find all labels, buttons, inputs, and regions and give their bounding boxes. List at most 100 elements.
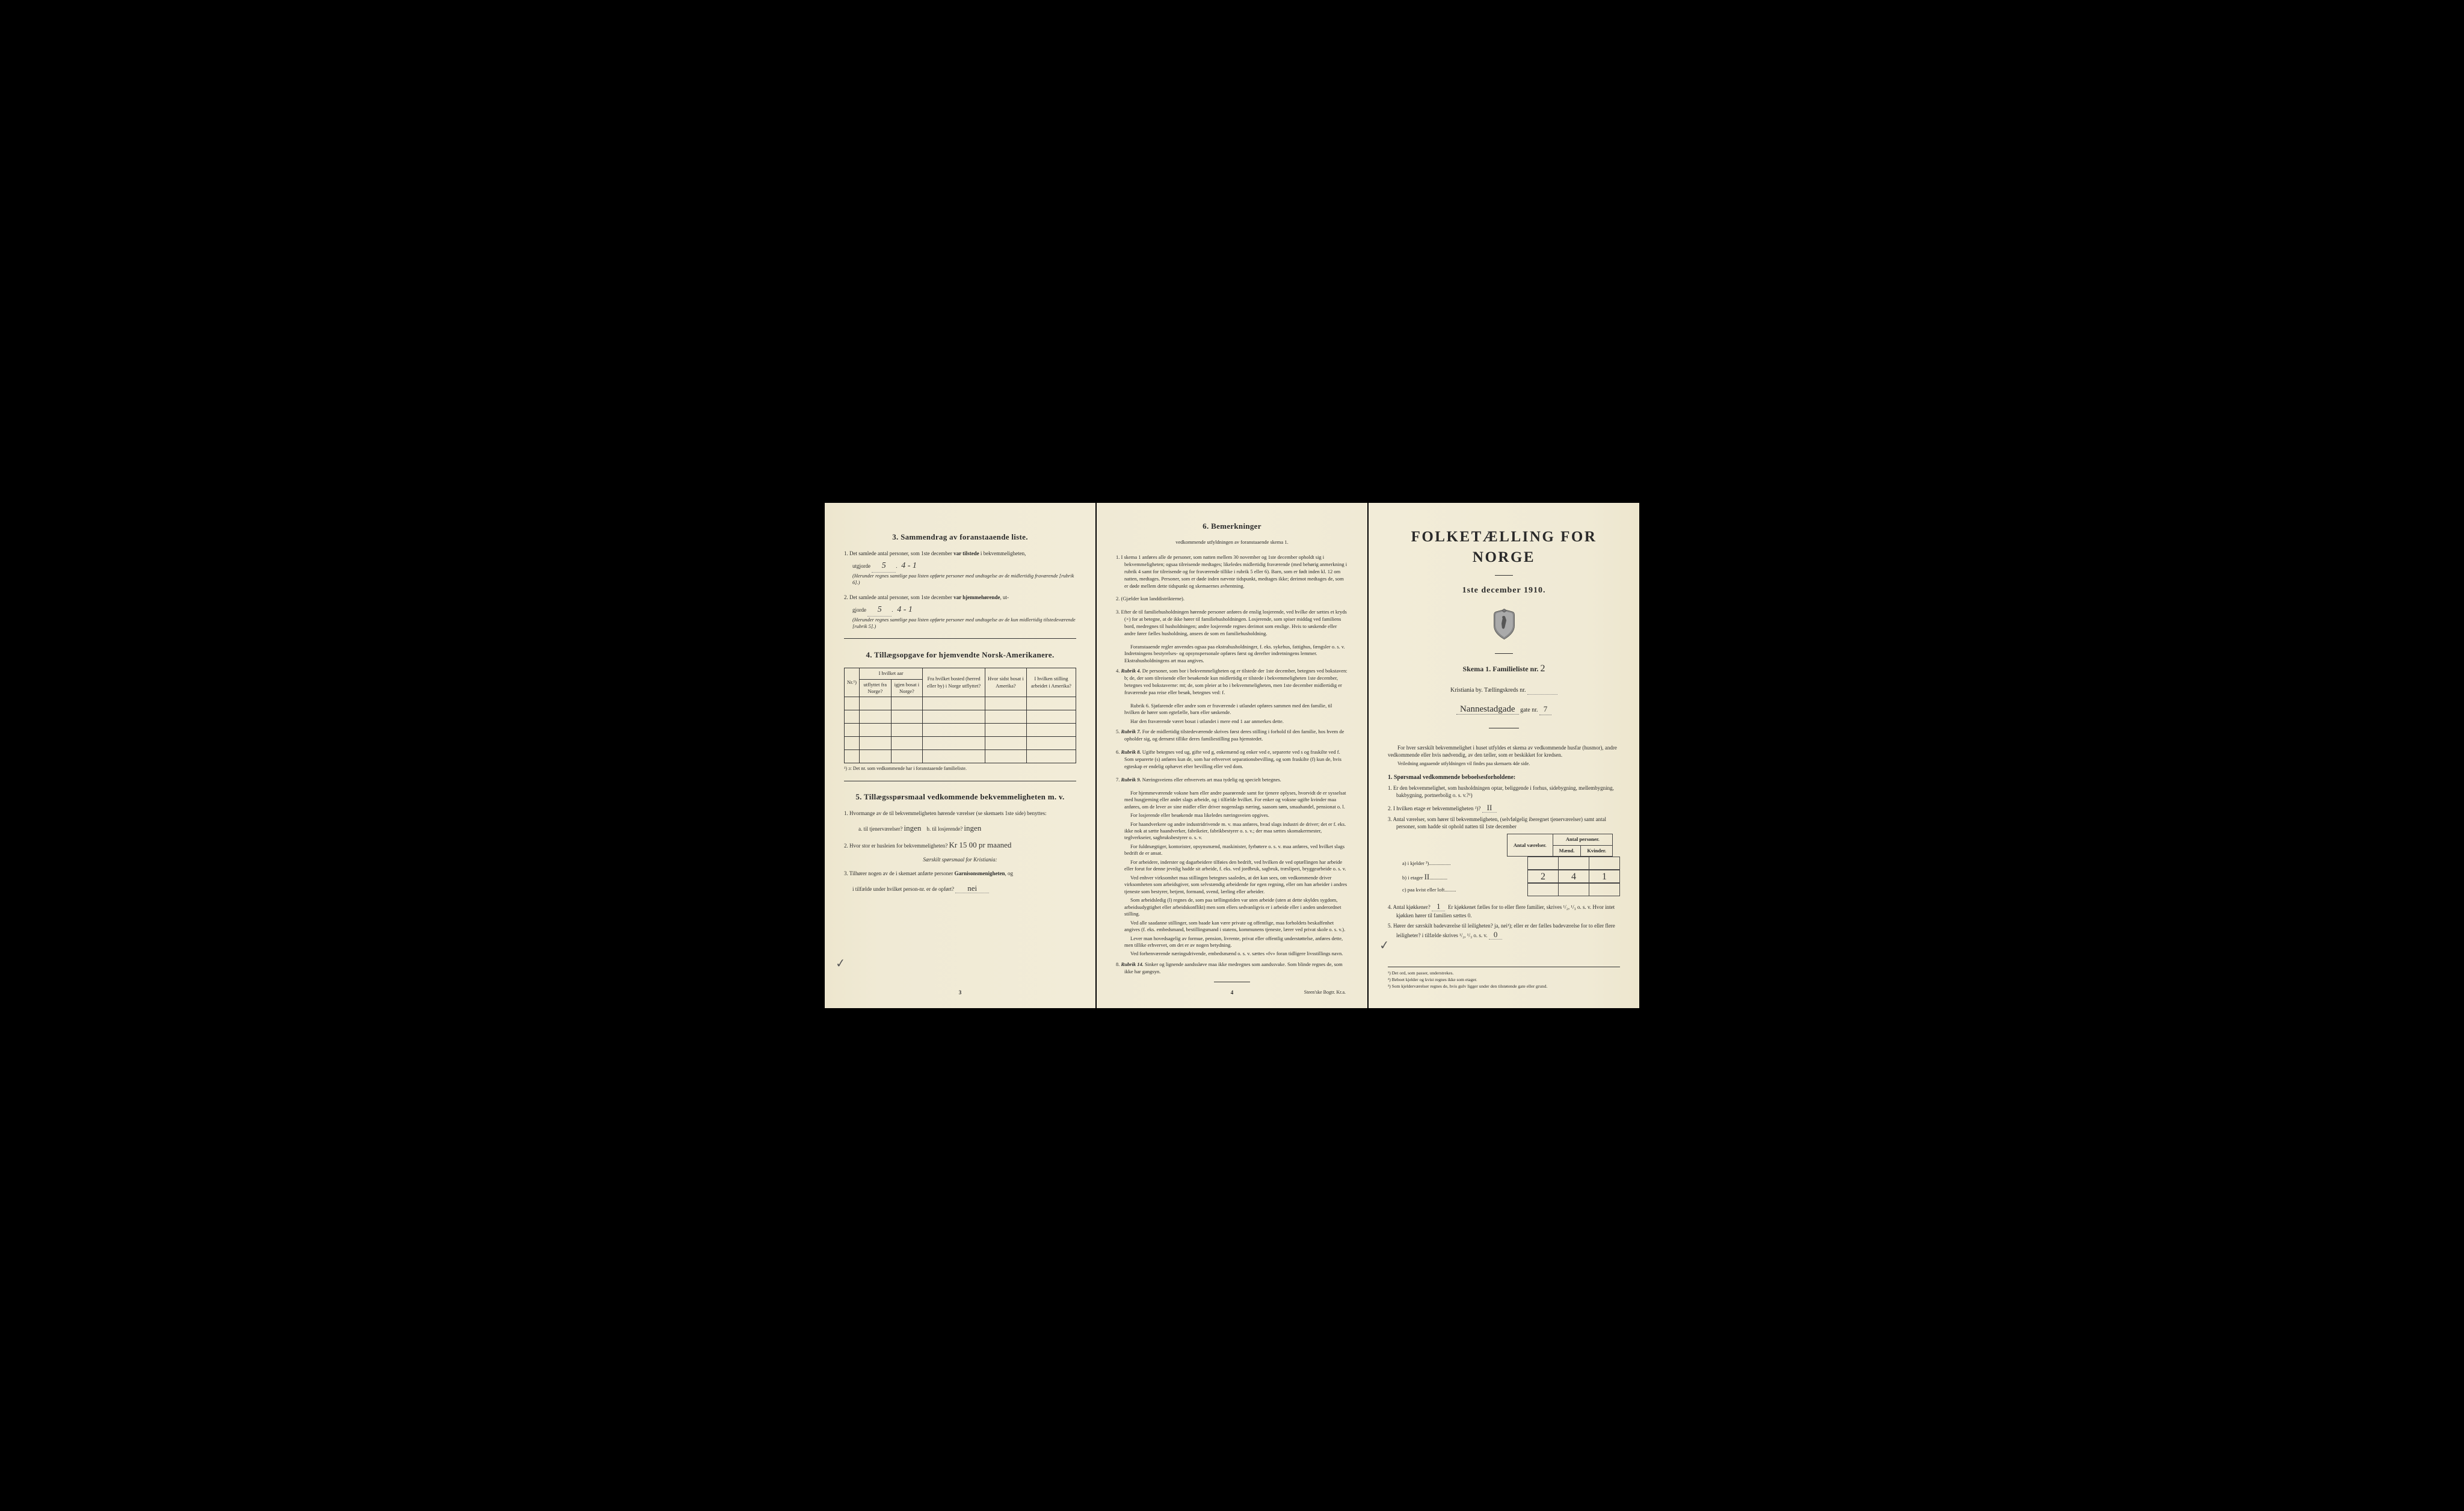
table-row <box>845 737 1076 750</box>
bemerk-para: Ved enhver virksomhet maa stillingen bet… <box>1116 875 1348 895</box>
bemerk-item: 2. (Gjælder kun landdistrikterne). <box>1116 595 1348 603</box>
bemerk-para: Som arbeidsledig (l) regnes de, som paa … <box>1116 897 1348 917</box>
table-row <box>845 750 1076 763</box>
sec3-item1: 1. Det samlede antal personer, som 1ste … <box>844 550 1076 557</box>
intro-text: For hver særskilt bekvemmelighet i huset… <box>1388 745 1617 758</box>
p3-q4: 4. Antal kjøkkener? 1 Er kjøkkenet fælle… <box>1388 901 1620 919</box>
sec5-q2: 2. Hvor stor er husleien for bekvemmelig… <box>844 840 1076 851</box>
q2-label: 2. Hvor stor er husleien for bekvemmelig… <box>844 843 947 849</box>
q2-hw: Kr 15 00 pr maaned <box>949 840 1011 849</box>
divider <box>1495 653 1513 654</box>
th-aar: I hvilket aar <box>860 668 923 679</box>
q1a-label: a. til tjenerværelser? <box>858 826 902 832</box>
p3-q2: 2. I hvilken etage er bekvemmeligheten ²… <box>1388 802 1620 813</box>
cell <box>1527 883 1559 896</box>
table-header-row: Nr.¹) I hvilket aar Fra hvilket bosted (… <box>845 668 1076 679</box>
bemerk-para: Rubrik 6. Sjøfarende eller andre som er … <box>1116 703 1348 716</box>
th-bosted: Fra hvilket bosted (herred eller by) i N… <box>923 668 985 697</box>
hw-value: 5 <box>872 561 896 573</box>
title-divider <box>1495 575 1513 576</box>
antal-row-b: b) i etager II.............. 2 4 1 <box>1388 870 1620 883</box>
kristiania-label: Kristiania by. Tællingskreds nr. <box>1450 687 1526 694</box>
sec5-q3-line2: i tilfælde under hvilket person-nr. er d… <box>844 883 1076 894</box>
text: a) i kjelder ³) <box>1402 860 1429 866</box>
section4-title: 4. Tillægsopgave for hjemvendte Norsk-Am… <box>844 650 1076 660</box>
veiledning-note: Veiledning angaaende utfyldningen vil fi… <box>1388 761 1620 768</box>
cell-kvinder: 1 <box>1589 870 1620 883</box>
cell <box>1589 883 1620 896</box>
cell <box>1558 857 1589 870</box>
checkmark-icon: ✓ <box>1379 937 1390 954</box>
bemerk-para: For losjerende eller besøkende maa likel… <box>1116 812 1348 819</box>
row-b-label: b) i etager II.............. <box>1388 872 1528 882</box>
utgjorde-line2: gjorde 5. 4 - 1 <box>844 605 1076 617</box>
cell <box>1589 857 1620 870</box>
section6-title: 6. Bemerkninger <box>1116 521 1348 532</box>
tillaeg-table: Nr.¹) I hvilket aar Fra hvilket bosted (… <box>844 668 1076 763</box>
checkmark-icon: ✓ <box>835 955 846 972</box>
th-personer: Antal personer. <box>1553 834 1612 845</box>
table-row <box>845 710 1076 724</box>
skema-nr-hw: 2 <box>1540 663 1545 674</box>
gate-name-hw: Nannestadgade <box>1456 704 1519 715</box>
bold: var tilstede <box>953 550 979 556</box>
antal-table: Antal værelser. Antal personer. Mænd. Kv… <box>1507 834 1613 857</box>
page-middle: 6. Bemerkninger vedkommende utfyldningen… <box>1097 503 1367 1008</box>
bemerk-para: Har den fraværende været bosat i utlande… <box>1116 718 1348 725</box>
bemerkninger-list: 1. I skema 1 anføres alle de personer, s… <box>1116 554 1348 976</box>
fn3: ³) Som kjelderværelser regnes de, hvis g… <box>1388 983 1620 989</box>
main-date: 1ste december 1910. <box>1388 585 1620 597</box>
document-spread: 3. Sammendrag av foranstaaende liste. 1.… <box>825 503 1639 1008</box>
p3-q5: 5. Hører der særskilt badeværelse til le… <box>1388 922 1620 940</box>
bemerk-item: 4. Rubrik 4. De personer, som bor i bekv… <box>1116 668 1348 697</box>
row-a-label: a) i kjelder ³)................. <box>1388 860 1528 867</box>
page-right: FOLKETÆLLING FOR NORGE 1ste december 191… <box>1369 503 1639 1008</box>
kristiania-line: Kristiania by. Tællingskreds nr. <box>1388 686 1620 695</box>
p3-q1: 1. Er den bekvemmelighet, som husholdnin… <box>1388 784 1620 799</box>
bemerk-para: For haandverkere og andre industridriven… <box>1116 821 1348 842</box>
th-kvinder: Kvinder. <box>1581 845 1613 856</box>
label: utgjorde <box>852 563 870 569</box>
divider <box>844 638 1076 639</box>
sporsmaal-title: 1. Spørsmaal vedkommende beboelsesforhol… <box>1388 774 1620 782</box>
main-title: FOLKETÆLLING FOR NORGE <box>1388 527 1620 568</box>
cell-vaerelser: 2 <box>1527 870 1559 883</box>
bemerk-item: 7. Rubrik 9. Næringsveiens eller erhverv… <box>1116 777 1348 784</box>
th-igjen: igjen bosat i Norge? <box>891 679 923 697</box>
sec3-paren2: (Herunder regnes samtlige paa listen opf… <box>844 617 1076 630</box>
saerskilt-label: Særskilt spørsmaal for Kristiania: <box>844 856 1076 863</box>
section3-title: 3. Sammendrag av foranstaaende liste. <box>844 532 1076 543</box>
antal-row-a: a) i kjelder ³)................. <box>1388 857 1620 870</box>
sec3-paren1: (Herunder regnes samtlige paa listen opf… <box>844 573 1076 586</box>
q3b: Garnisonsmenigheten <box>954 870 1005 876</box>
hw-value: 5 <box>867 605 892 617</box>
bemerk-para: For arbeidere, inderster og dagarbeidere… <box>1116 859 1348 873</box>
gate-nr-hw: 7 <box>1539 704 1551 715</box>
q1a-hw: ingen <box>904 823 921 832</box>
bemerk-item: 3. Efter de til familiehusholdningen hør… <box>1116 609 1348 638</box>
kreds-blank <box>1527 686 1557 695</box>
bemerk-para: Lever man hovedsagelig av formue, pensio… <box>1116 935 1348 949</box>
label: gjorde <box>852 607 866 613</box>
utgjorde-line1: utgjorde 5. 4 - 1 <box>844 561 1076 573</box>
hw-value: 4 - 1 <box>897 605 913 614</box>
q2-label: 2. I hvilken etage er bekvemmeligheten ²… <box>1388 805 1480 811</box>
text: c) paa kvist eller loft <box>1402 887 1444 893</box>
q5-hw: 0 <box>1489 930 1503 940</box>
cell-maend: 4 <box>1558 870 1589 883</box>
page-number: 3 <box>959 989 962 996</box>
sec5-q3: 3. Tilhører nogen av de i skemaet anført… <box>844 870 1076 877</box>
th-hvor: Hvor sidst bosat i Amerika? <box>985 668 1026 697</box>
q1b-hw: ingen <box>964 823 981 832</box>
bemerk-item: 1. I skema 1 anføres alle de personer, s… <box>1116 554 1348 589</box>
q3d: i tilfælde under hvilket person-nr. er d… <box>852 886 954 892</box>
hw-value: 4 - 1 <box>901 561 917 570</box>
gate-line: Nannestadgade gate nr. 7 <box>1388 703 1620 715</box>
section6-subtitle: vedkommende utfyldningen av foranstaaend… <box>1116 539 1348 546</box>
th-vaerelser: Antal værelser. <box>1507 834 1553 857</box>
text: 1. Det samlede antal personer, som 1ste … <box>844 550 953 556</box>
bemerk-item: 5. Rubrik 7. For de midlertidig tilstede… <box>1116 728 1348 743</box>
q2-hw: II <box>1482 803 1497 813</box>
th-nr: Nr.¹) <box>845 668 860 697</box>
text: 2. Det samlede antal personer, som 1ste … <box>844 594 953 600</box>
